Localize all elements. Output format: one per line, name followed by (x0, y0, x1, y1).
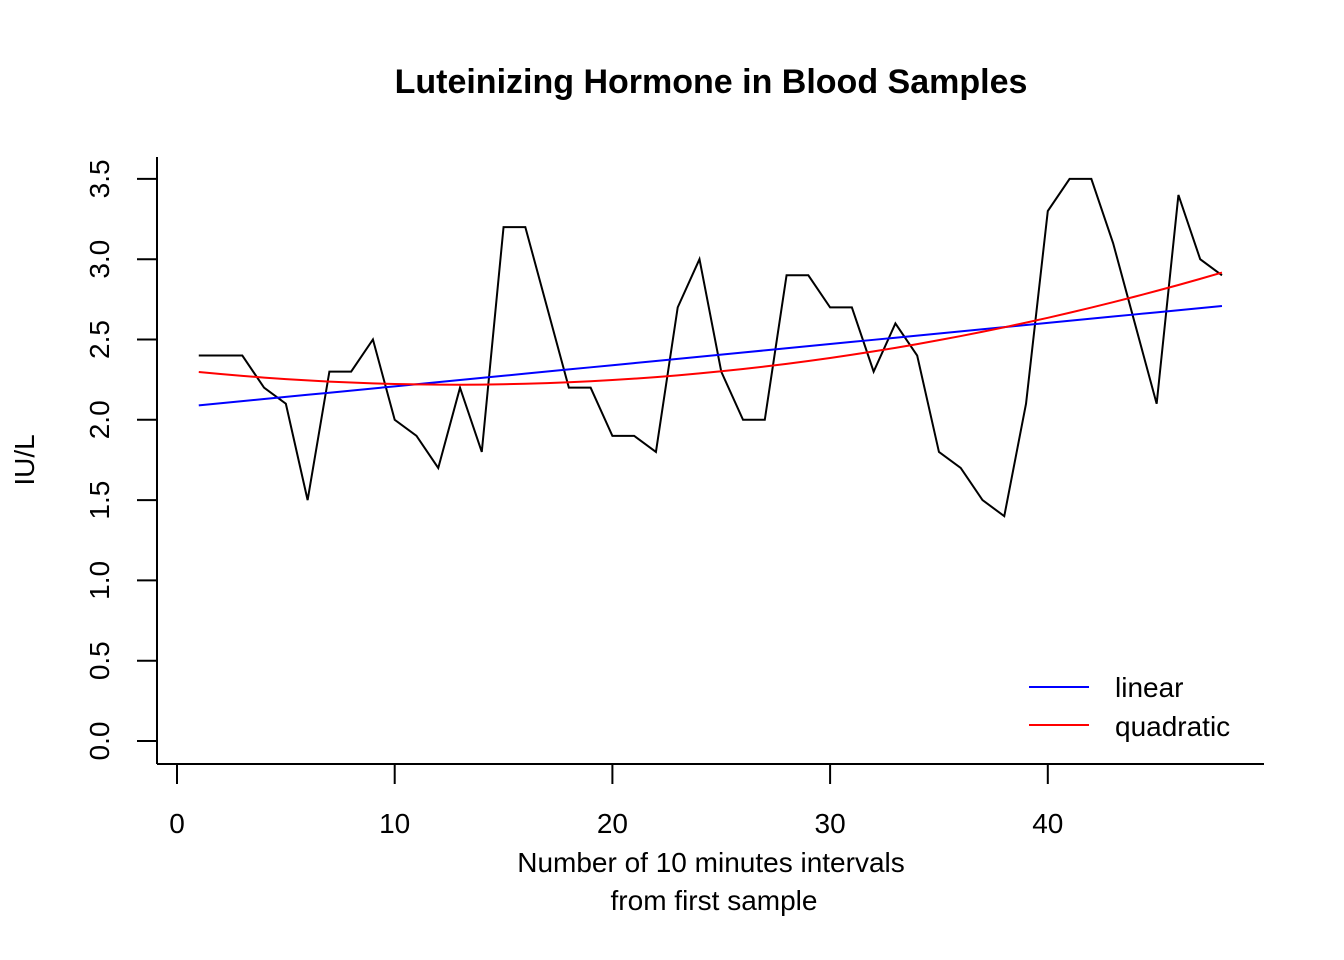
plot-area (198, 177, 1223, 518)
y-tick-label: 1.5 (84, 481, 115, 520)
y-tick-label: 0.5 (84, 641, 115, 680)
y-tick-label: 2.0 (84, 400, 115, 439)
x-tick-label: 0 (169, 808, 185, 839)
y-tick-label: 3.0 (84, 240, 115, 279)
x-tick-label: 10 (379, 808, 410, 839)
x-tick-label: 30 (815, 808, 846, 839)
chart-title: Luteinizing Hormone in Blood Samples (395, 63, 1028, 101)
y-axis-ticks: 0.0 0.5 1.0 1.5 2.0 2.5 3.0 3.5 (84, 159, 157, 760)
x-axis-label-line1: Number of 10 minutes intervals (517, 847, 905, 878)
y-tick-label: 0.0 (84, 722, 115, 761)
x-axis-label-line2: from first sample (611, 885, 818, 916)
legend-quadratic-label: quadratic (1115, 711, 1230, 742)
y-axis-label: IU/L (9, 434, 40, 485)
x-tick-label: 40 (1032, 808, 1063, 839)
y-tick-label: 2.5 (84, 320, 115, 359)
series-linear-line (198, 304, 1223, 407)
legend: linear quadratic (1029, 672, 1230, 742)
x-tick-label: 20 (597, 808, 628, 839)
x-axis-ticks: 0 10 20 30 40 (169, 764, 1063, 839)
y-tick-label: 1.0 (84, 561, 115, 600)
series-quadratic-line (198, 271, 1223, 386)
legend-linear-label: linear (1115, 672, 1183, 703)
y-tick-label: 3.5 (84, 159, 115, 198)
series-observed-line (198, 177, 1223, 518)
